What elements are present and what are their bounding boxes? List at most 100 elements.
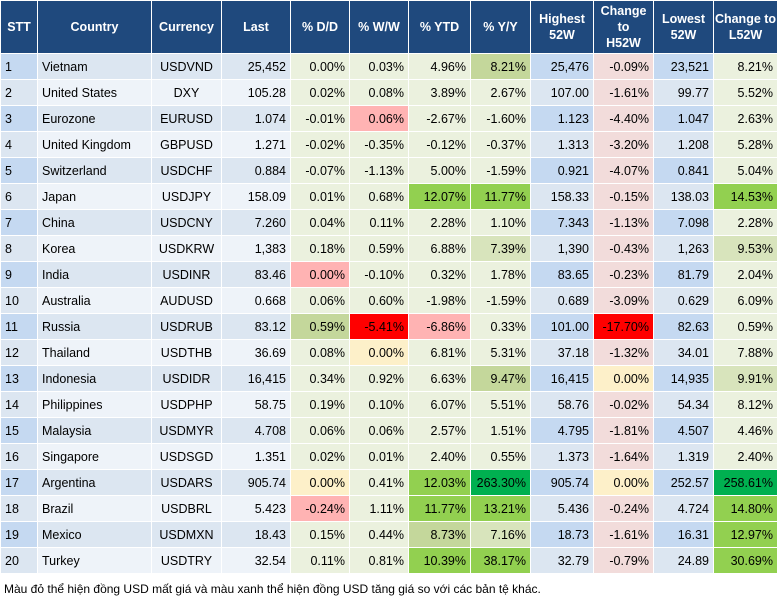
table-cell: -0.12% [408, 131, 471, 158]
table-cell: -3.20% [593, 131, 654, 158]
table-cell: 905.74 [530, 469, 594, 496]
table-cell: 1,390 [530, 235, 594, 262]
table-cell: 18.73 [530, 521, 594, 548]
table-cell: 0.08% [349, 79, 409, 106]
table-cell: 0.08% [290, 339, 350, 366]
table-cell: 6.07% [408, 391, 471, 418]
table-cell: 158.09 [221, 183, 291, 210]
table-cell: Vietnam [37, 53, 152, 80]
table-cell: 7.39% [470, 235, 531, 262]
table-cell: 1.10% [470, 209, 531, 236]
table-cell: United Kingdom [37, 131, 152, 158]
table-cell: 8.21% [470, 53, 531, 80]
table-cell: 0.00% [290, 469, 350, 496]
table-cell: -1.13% [593, 209, 654, 236]
table-cell: Japan [37, 183, 152, 210]
table-cell: 0.06% [349, 417, 409, 444]
table-cell: -6.86% [408, 313, 471, 340]
table-row: 12 Thailand USDTHB 36.69 0.08% 0.00% 6.81% 5.31… [0, 339, 777, 366]
table-row: 16 Singapore USDSGD 1.351 0.02% 0.01% 2.40% 0.5… [0, 443, 777, 470]
table-cell: 0.11% [349, 209, 409, 236]
table-cell: -2.67% [408, 105, 471, 132]
table-cell: 25,476 [530, 53, 594, 80]
table-cell: 0.01% [290, 183, 350, 210]
table-cell: -0.10% [349, 261, 409, 288]
table-cell: 81.79 [653, 261, 714, 288]
table-row: 13 Indonesia USDIDR 16,415 0.34% 0.92% 6.63% 9.… [0, 365, 777, 392]
table-cell: 1.319 [653, 443, 714, 470]
table-cell: 0.18% [290, 235, 350, 262]
column-header: Last [221, 0, 291, 54]
table-cell: Malaysia [37, 417, 152, 444]
table-row: 15 Malaysia USDMYR 4.708 0.06% 0.06% 2.57% 1.51… [0, 417, 777, 444]
table-cell: 0.841 [653, 157, 714, 184]
table-cell: -1.98% [408, 287, 471, 314]
table-cell: Korea [37, 235, 152, 262]
table-cell: 15 [0, 417, 38, 444]
table-cell: -1.64% [593, 443, 654, 470]
table-cell: 2.57% [408, 417, 471, 444]
table-cell: 0.06% [290, 417, 350, 444]
table-cell: 0.00% [349, 339, 409, 366]
table-cell: AUDUSD [151, 287, 222, 314]
table-cell: 263.30% [470, 469, 531, 496]
table-cell: USDSGD [151, 443, 222, 470]
table-row: 1 Vietnam USDVND 25,452 0.00% 0.03% 4.96% 8.21%… [0, 53, 777, 80]
table-cell: 6.63% [408, 365, 471, 392]
table-cell: 5.52% [713, 79, 777, 106]
column-header: Lowest 52W [653, 0, 714, 54]
table-cell: 7.343 [530, 209, 594, 236]
table-cell: Turkey [37, 547, 152, 574]
table-cell: 0.921 [530, 157, 594, 184]
table-cell: Switzerland [37, 157, 152, 184]
table-cell: 2.40% [408, 443, 471, 470]
table-cell: 14.53% [713, 183, 777, 210]
table-cell: -3.09% [593, 287, 654, 314]
table-cell: 5.423 [221, 495, 291, 522]
table-row: 19 Mexico USDMXN 18.43 0.15% 0.44% 8.73% 7.16% 1… [0, 521, 777, 548]
table-cell: 158.33 [530, 183, 594, 210]
table-cell: 1,383 [221, 235, 291, 262]
table-cell: 14,935 [653, 365, 714, 392]
table-cell: 2.40% [713, 443, 777, 470]
table-cell: 36.69 [221, 339, 291, 366]
table-cell: 18.43 [221, 521, 291, 548]
table-cell: 0.15% [290, 521, 350, 548]
table-cell: 6 [0, 183, 38, 210]
table-cell: 0.01% [349, 443, 409, 470]
table-cell: 83.65 [530, 261, 594, 288]
table-cell: 138.03 [653, 183, 714, 210]
table-cell: 23,521 [653, 53, 714, 80]
table-row: 2 United States DXY 105.28 0.02% 0.08% 3.89% 2.… [0, 79, 777, 106]
table-cell: 25,452 [221, 53, 291, 80]
table-cell: DXY [151, 79, 222, 106]
table-row: 11 Russia USDRUB 83.12 0.59% -5.41% -6.86% 0.33… [0, 313, 777, 340]
table-cell: Philippines [37, 391, 152, 418]
table-cell: 16,415 [530, 365, 594, 392]
table-cell: 0.19% [290, 391, 350, 418]
table-cell: 9.47% [470, 365, 531, 392]
table-cell: China [37, 209, 152, 236]
table-cell: 4.96% [408, 53, 471, 80]
table-cell: 4.46% [713, 417, 777, 444]
table-cell: EURUSD [151, 105, 222, 132]
table-cell: 13 [0, 365, 38, 392]
table-cell: 0.06% [349, 105, 409, 132]
table-cell: 1.047 [653, 105, 714, 132]
table-cell: Mexico [37, 521, 152, 548]
table-row: 6 Japan USDJPY 158.09 0.01% 0.68% 12.07% 11.77%… [0, 183, 777, 210]
table-body: 1 Vietnam USDVND 25,452 0.00% 0.03% 4.96% 8.21%… [0, 53, 777, 574]
table-cell: 0.629 [653, 287, 714, 314]
table-cell: USDARS [151, 469, 222, 496]
table-cell: 8.12% [713, 391, 777, 418]
column-header: Currency [151, 0, 222, 54]
table-cell: 32.54 [221, 547, 291, 574]
table-cell: 4.724 [653, 495, 714, 522]
table-cell: 14.80% [713, 495, 777, 522]
table-cell: 19 [0, 521, 38, 548]
table-cell: 5 [0, 157, 38, 184]
header-row: STT Country Currency Last% D/D% W/W% YTD% Y… [0, 0, 777, 54]
table-cell: 1.11% [349, 495, 409, 522]
table-cell: 2.67% [470, 79, 531, 106]
table-cell: 14 [0, 391, 38, 418]
